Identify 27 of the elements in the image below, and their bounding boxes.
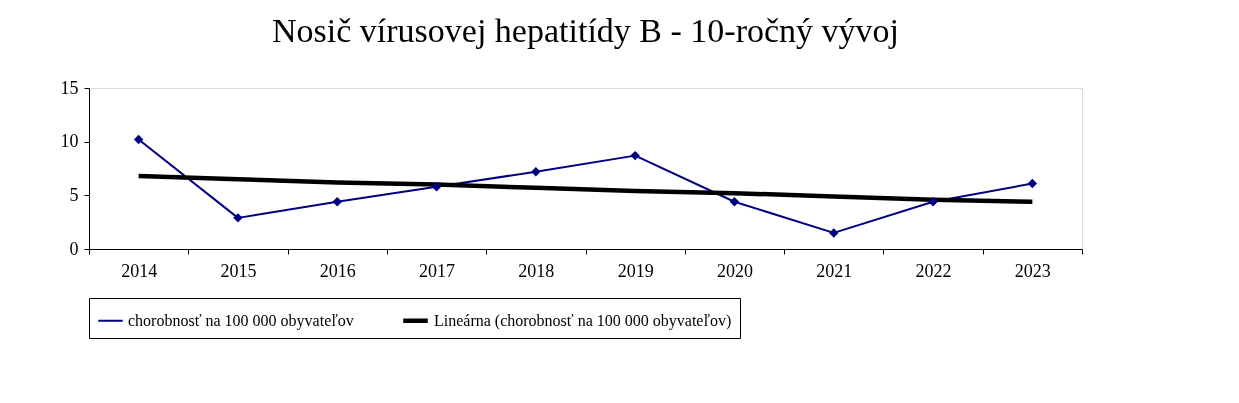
- x-tick-label: 2017: [419, 260, 456, 281]
- point: [531, 166, 541, 177]
- point: [431, 182, 442, 192]
- point: [1027, 178, 1038, 189]
- line-series: [136, 173, 1035, 205]
- y-tick-label: 5: [69, 184, 79, 205]
- x-tick-label: 2016: [319, 260, 356, 281]
- x-tick-label: 2018: [518, 260, 555, 281]
- x-tick-label: 2020: [716, 260, 753, 281]
- point: [829, 228, 839, 238]
- point: [729, 197, 740, 207]
- point: [630, 150, 640, 161]
- point: [928, 197, 938, 207]
- x-tick-label: 2015: [220, 260, 257, 281]
- x-tick-label: 2021: [816, 260, 853, 281]
- x-tick-label: 2023: [1014, 260, 1051, 281]
- point: [332, 197, 342, 207]
- x-tick-label: 2019: [617, 260, 654, 281]
- chart-title: Nosič vírusovej hepatitídy B - 10-ročný vývoj: [271, 12, 900, 49]
- legend-label: Lineárna (chorobnosť na 100 000 obyvateľov): [434, 311, 732, 330]
- point: [133, 134, 144, 145]
- x-tick-label: 2014: [121, 260, 158, 281]
- y-tick-label: 15: [60, 77, 79, 98]
- legend-label: chorobnosť na 100 000 obyvateľov: [128, 311, 354, 330]
- y-tick-label: 10: [60, 131, 79, 152]
- x-tick-label: 2022: [915, 260, 952, 281]
- y-tick-label: 0: [69, 238, 79, 259]
